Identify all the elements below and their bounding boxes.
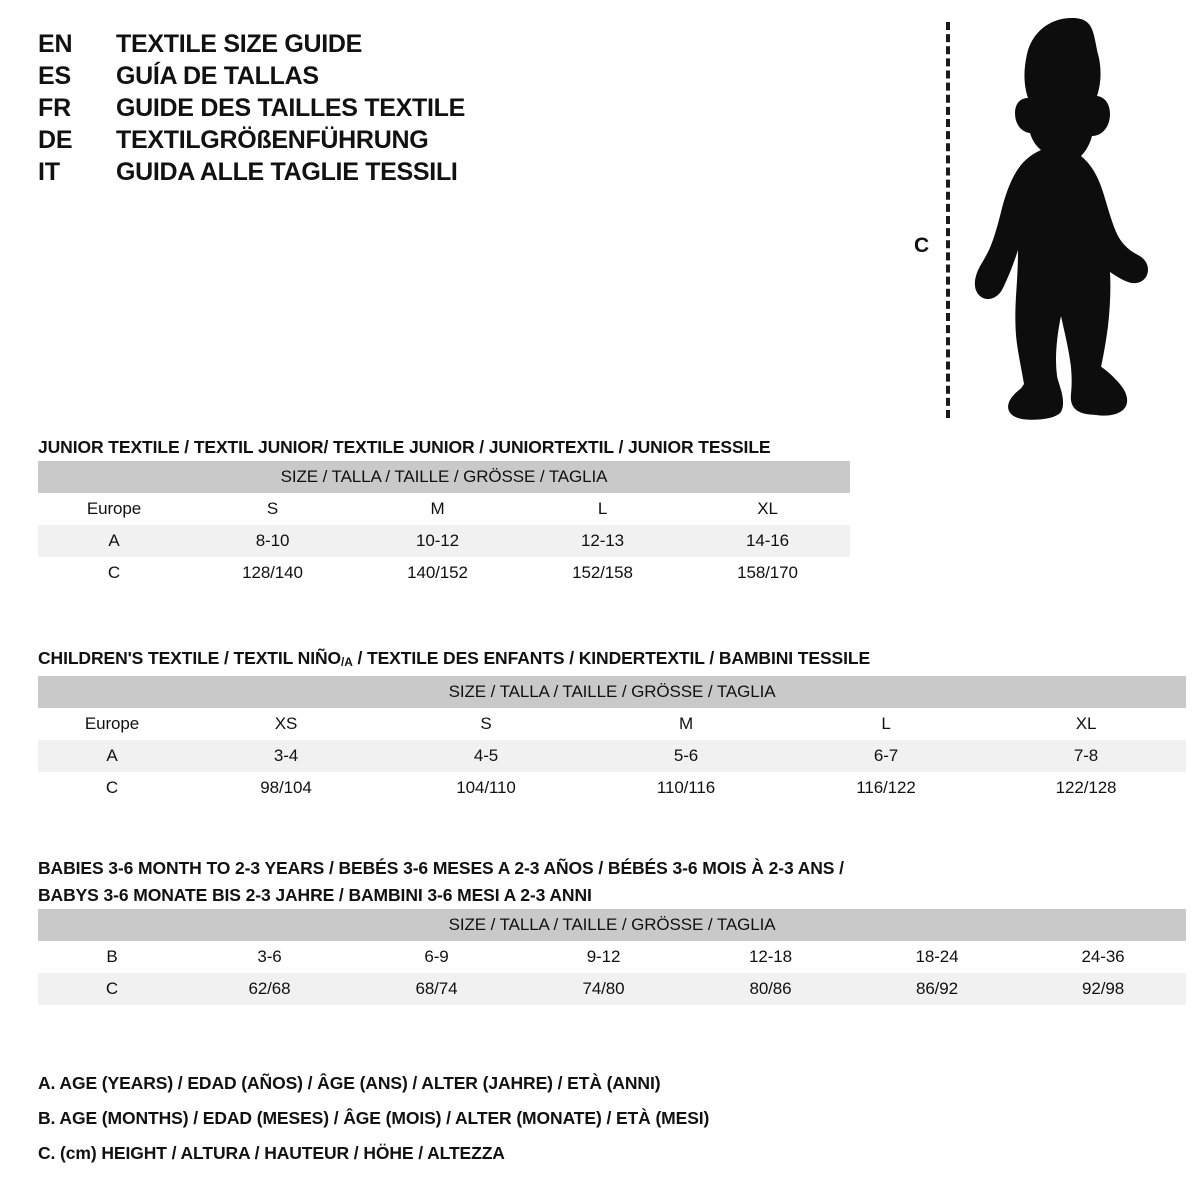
table-band-row: SIZE / TALLA / TAILLE / GRÖSSE / TAGLIA — [38, 909, 1187, 941]
language-code-de: DE — [38, 126, 73, 154]
header-title-de: TEXTILGRÖßENFÜHRUNG — [116, 126, 429, 154]
legend-line-b: B. AGE (MONTHS) / EDAD (MESES) / ÂGE (MO… — [38, 1108, 710, 1128]
cell: 5-6 — [586, 740, 786, 773]
cell: 12-13 — [520, 525, 685, 557]
header-row-fr: FR GUIDE DES TAILLES TEXTILE — [38, 94, 878, 126]
section-title-junior: JUNIOR TEXTILE / TEXTIL JUNIOR/ TEXTILE … — [38, 437, 771, 457]
language-code-it: IT — [38, 158, 60, 186]
language-code-fr: FR — [38, 94, 71, 122]
cell: 62/68 — [186, 973, 353, 1005]
header-row-it: IT GUIDA ALLE TAGLIE TESSILI — [38, 158, 878, 190]
cell: 10-12 — [355, 525, 520, 557]
height-measure-diagram: C — [900, 14, 1190, 424]
row-label: A — [38, 740, 186, 773]
cell: L — [520, 493, 685, 525]
table-row: A 3-4 4-5 5-6 6-7 7-8 — [38, 740, 1187, 773]
junior-size-table: SIZE / TALLA / TAILLE / GRÖSSE / TAGLIA … — [38, 461, 850, 589]
row-label: A — [38, 525, 190, 557]
cell: 7-8 — [986, 740, 1187, 773]
cell: 128/140 — [190, 557, 355, 589]
header-row-de: DE TEXTILGRÖßENFÜHRUNG — [38, 126, 878, 158]
section-title-children: CHILDREN'S TEXTILE / TEXTIL NIÑO/A / TEX… — [38, 645, 1186, 676]
cell: 104/110 — [386, 772, 586, 805]
cell: XL — [986, 708, 1187, 741]
header-title-en: TEXTILE SIZE GUIDE — [116, 30, 363, 58]
section-childrens-textile: CHILDREN'S TEXTILE / TEXTIL NIÑO/A / TEX… — [38, 645, 1187, 805]
cell: 80/86 — [687, 973, 854, 1005]
cell: 3-4 — [186, 740, 386, 773]
table-row: C 128/140 140/152 152/158 158/170 — [38, 557, 850, 589]
header-title-it: GUIDA ALLE TAGLIE TESSILI — [116, 158, 458, 186]
cell: 4-5 — [386, 740, 586, 773]
section-title-children-post: / TEXTILE DES ENFANTS / KINDERTEXTIL / B… — [352, 648, 871, 668]
legend-line-c: C. (cm) HEIGHT / ALTURA / HAUTEUR / HÖHE… — [38, 1143, 505, 1163]
legend: A. AGE (YEARS) / EDAD (AÑOS) / ÂGE (ANS)… — [38, 1066, 1038, 1171]
cell: 98/104 — [186, 772, 386, 805]
table-band-row: SIZE / TALLA / TAILLE / GRÖSSE / TAGLIA — [38, 676, 1187, 709]
measure-label-c: C — [914, 234, 930, 257]
table-row: Europe XS S M L XL — [38, 708, 1187, 741]
table-row: Europe S M L XL — [38, 493, 850, 525]
cell: 6-9 — [353, 941, 520, 973]
table-row: C 98/104 104/110 110/116 116/122 122/128 — [38, 772, 1187, 805]
cell: 8-10 — [190, 525, 355, 557]
cell: 140/152 — [355, 557, 520, 589]
row-label: Europe — [38, 708, 186, 741]
cell: 18-24 — [854, 941, 1020, 973]
language-code-en: EN — [38, 30, 73, 58]
cell: M — [355, 493, 520, 525]
cell: L — [786, 708, 986, 741]
table-row: B 3-6 6-9 9-12 12-18 18-24 24-36 — [38, 941, 1187, 973]
header-title-es: GUÍA DE TALLAS — [116, 62, 319, 90]
header-row-en: EN TEXTILE SIZE GUIDE — [38, 30, 878, 62]
cell: 152/158 — [520, 557, 685, 589]
cell: 24-36 — [1020, 941, 1187, 973]
cell: 116/122 — [786, 772, 986, 805]
row-label: C — [38, 973, 186, 1005]
babies-size-table: SIZE / TALLA / TAILLE / GRÖSSE / TAGLIA … — [38, 909, 1187, 1005]
row-label: B — [38, 941, 186, 973]
cell: M — [586, 708, 786, 741]
babies-band-label: SIZE / TALLA / TAILLE / GRÖSSE / TAGLIA — [38, 909, 1187, 941]
cell: S — [386, 708, 586, 741]
cell: S — [190, 493, 355, 525]
child-silhouette-icon — [974, 18, 1148, 420]
cell: 92/98 — [1020, 973, 1187, 1005]
junior-band-label: SIZE / TALLA / TAILLE / GRÖSSE / TAGLIA — [38, 461, 850, 493]
row-label: C — [38, 557, 190, 589]
cell: 12-18 — [687, 941, 854, 973]
row-label: Europe — [38, 493, 190, 525]
cell: 74/80 — [520, 973, 687, 1005]
cell: 3-6 — [186, 941, 353, 973]
cell: XS — [186, 708, 386, 741]
multilingual-header: EN TEXTILE SIZE GUIDE ES GUÍA DE TALLAS … — [38, 30, 878, 190]
legend-line-a: A. AGE (YEARS) / EDAD (AÑOS) / ÂGE (ANS)… — [38, 1073, 661, 1093]
cell: 9-12 — [520, 941, 687, 973]
table-band-row: SIZE / TALLA / TAILLE / GRÖSSE / TAGLIA — [38, 461, 850, 493]
cell: 122/128 — [986, 772, 1187, 805]
cell: 110/116 — [586, 772, 786, 805]
table-row: C 62/68 68/74 74/80 80/86 86/92 92/98 — [38, 973, 1187, 1005]
language-code-es: ES — [38, 62, 71, 90]
section-title-children-sub: /A — [341, 655, 353, 670]
row-label: C — [38, 772, 186, 805]
section-babies-textile: BABIES 3-6 MONTH TO 2-3 YEARS / BEBÉS 3-… — [38, 855, 1187, 1005]
cell: XL — [685, 493, 850, 525]
cell: 68/74 — [353, 973, 520, 1005]
height-dashed-line — [946, 22, 950, 418]
header-title-fr: GUIDE DES TAILLES TEXTILE — [116, 94, 466, 122]
children-band-label: SIZE / TALLA / TAILLE / GRÖSSE / TAGLIA — [38, 676, 1187, 709]
cell: 158/170 — [685, 557, 850, 589]
section-junior-textile: JUNIOR TEXTILE / TEXTIL JUNIOR/ TEXTILE … — [38, 434, 850, 589]
cell: 6-7 — [786, 740, 986, 773]
section-title-children-pre: CHILDREN'S TEXTILE / TEXTIL NIÑO — [38, 648, 342, 668]
table-row: A 8-10 10-12 12-13 14-16 — [38, 525, 850, 557]
section-title-babies-line2: BABYS 3-6 MONATE BIS 2-3 JAHRE / BAMBINI… — [38, 885, 592, 905]
header-row-es: ES GUÍA DE TALLAS — [38, 62, 878, 94]
children-size-table: SIZE / TALLA / TAILLE / GRÖSSE / TAGLIA … — [38, 676, 1187, 805]
section-title-babies-line1: BABIES 3-6 MONTH TO 2-3 YEARS / BEBÉS 3-… — [38, 858, 844, 878]
cell: 14-16 — [685, 525, 850, 557]
cell: 86/92 — [854, 973, 1020, 1005]
